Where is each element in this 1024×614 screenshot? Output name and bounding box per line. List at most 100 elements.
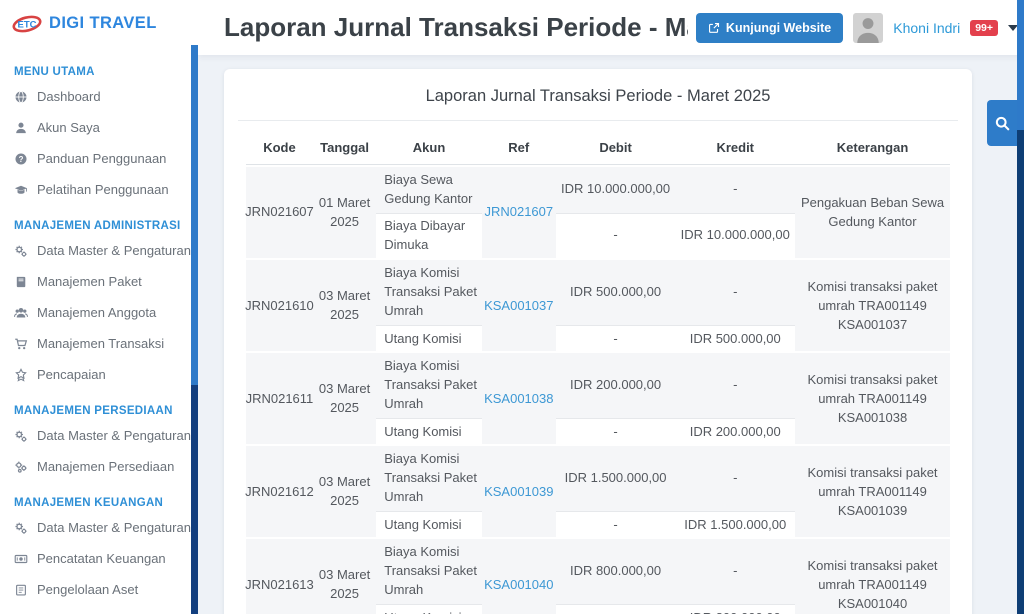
- cell-debit-line1: IDR 500.000,00: [570, 283, 662, 299]
- column-header-debit: Debit: [599, 140, 632, 155]
- sidebar-item-label: Pencapaian: [37, 367, 106, 382]
- cell-kode: JRN021607: [245, 204, 314, 220]
- journal-table-body: JRN021607 01 Maret 2025 Biaya Sewa Gedun…: [245, 167, 950, 614]
- page-scrollbar[interactable]: [1017, 0, 1024, 614]
- sidebar-item-label: Data Master & Pengaturan: [37, 428, 191, 443]
- ref-link[interactable]: KSA001038: [484, 390, 554, 406]
- column-header-keterangan: Keterangan: [836, 140, 909, 155]
- brand-logo[interactable]: ETC DIGI TRAVEL: [0, 0, 198, 47]
- question-circle-icon: ?: [15, 152, 27, 165]
- cell-kredit-line2: IDR 10.000.000,00: [680, 227, 790, 243]
- visit-website-button[interactable]: Kunjungi Website: [695, 12, 844, 43]
- sidebar-item-pengelolaan-aset[interactable]: Pengelolaan Aset: [0, 574, 198, 605]
- cell-tanggal: 03 Maret 2025: [318, 288, 371, 323]
- cell-keterangan: Komisi transaksi paket umrah TRA001149 K…: [807, 372, 938, 425]
- sidebar-item-pencatatan-keuangan[interactable]: Pencatatan Keuangan: [0, 543, 198, 574]
- column-header-kredit: Kredit: [716, 140, 755, 155]
- cell-tanggal: 03 Maret 2025: [318, 567, 371, 602]
- ref-link[interactable]: KSA001037: [484, 297, 554, 313]
- cell-debit-line2: -: [556, 609, 676, 614]
- cell-akun-debit: Biaya Komisi Transaksi Paket Umrah: [384, 544, 477, 597]
- search-icon: [995, 116, 1010, 131]
- cell-line2-box: - IDR 200.000,00: [555, 417, 796, 446]
- user-icon: [16, 122, 26, 133]
- cell-debit-line2: -: [613, 516, 618, 532]
- sidebar-item-akun-saya[interactable]: Akun Saya: [0, 112, 198, 143]
- cell-line2-box: - IDR 10.000.000,00: [555, 212, 796, 258]
- notification-badge[interactable]: 99+: [970, 19, 998, 36]
- sidebar-section-title: MANAJEMEN PERSEDIAAN: [14, 405, 173, 417]
- sidebar-item-data-master-pengaturan[interactable]: Data Master & Pengaturan: [0, 512, 198, 543]
- cell-akun-kredit: Biaya Dibayar Dimuka: [376, 212, 482, 258]
- cell-ref: KSA001037: [482, 260, 556, 353]
- ref-link[interactable]: KSA001039: [484, 483, 554, 499]
- sidebar-section-title: MENU UTAMA: [14, 66, 95, 78]
- cell-kredit-line1: -: [733, 283, 738, 299]
- sidebar-item-dashboard[interactable]: Dashboard: [0, 81, 198, 112]
- sidebar-item-data-master-pengaturan[interactable]: Data Master & Pengaturan: [0, 235, 198, 266]
- sidebar-section: MENU UTAMA Dashboard Akun Saya ? Panduan…: [0, 66, 198, 205]
- cell-keterangan: Pengakuan Beban Sewa Gedung Kantor: [800, 194, 945, 229]
- divider: [238, 120, 958, 121]
- cell-line2-box: - IDR 800.000,00: [555, 603, 796, 614]
- avatar[interactable]: [853, 12, 884, 43]
- cell-ref: KSA001040: [482, 539, 556, 614]
- sidebar-item-pencapaian[interactable]: Pencapaian: [0, 359, 198, 390]
- sidebar-item-pelatihan-penggunaan[interactable]: Pelatihan Penggunaan: [0, 174, 198, 205]
- column-header-tanggal: Tanggal: [320, 140, 369, 155]
- sidebar-item-data-master-pengaturan[interactable]: Data Master & Pengaturan: [0, 420, 198, 451]
- chevron-down-icon[interactable]: [1008, 24, 1018, 31]
- cell-kode: JRN021611: [245, 390, 314, 406]
- graduation-cap-icon: [14, 185, 28, 194]
- award-icon: [15, 367, 27, 382]
- sidebar-section: MANAJEMEN KEUANGAN Data Master & Pengatu…: [0, 497, 198, 605]
- gear-cluster-icon: [15, 461, 27, 473]
- search-button[interactable]: [987, 100, 1017, 146]
- sidebar-item-label: Akun Saya: [37, 120, 100, 135]
- sidebar-scrollbar[interactable]: [191, 45, 198, 614]
- main-content: Laporan Jurnal Transaksi Periode - Maret…: [198, 55, 1024, 614]
- ref-link[interactable]: JRN021607: [484, 204, 554, 220]
- cell-kode: JRN021612: [245, 483, 314, 499]
- svg-text:?: ?: [19, 154, 24, 163]
- cell-kredit-line2: IDR 1.500.000,00: [684, 516, 787, 532]
- sidebar-item-manajemen-paket[interactable]: Manajemen Paket: [0, 266, 198, 297]
- user-name[interactable]: Khoni Indri: [893, 19, 961, 36]
- cell-kredit-line2: IDR 500.000,00: [689, 330, 781, 346]
- cell-ref: JRN021607: [482, 167, 556, 258]
- cell-debit-line1: IDR 1.500.000,00: [564, 469, 667, 485]
- sidebar-section: MANAJEMEN ADMINISTRASI Data Master & Pen…: [0, 220, 198, 390]
- etc-logo-icon: ETC: [12, 15, 42, 32]
- sidebar-item-panduan-penggunaan[interactable]: ? Panduan Penggunaan: [0, 143, 198, 174]
- cell-tanggal: 03 Maret 2025: [318, 381, 371, 416]
- journal-table-header: Kode Tanggal Akun Ref Debit Kredit Keterangan: [246, 131, 950, 165]
- book-icon: [16, 276, 26, 287]
- cell-debit-line1: IDR 800.000,00: [570, 562, 662, 578]
- sidebar-item-label: Data Master & Pengaturan: [37, 520, 191, 535]
- cell-tanggal: 03 Maret 2025: [318, 474, 371, 509]
- cell-kode: JRN021610: [245, 297, 314, 313]
- cell-ref: KSA001038: [482, 353, 556, 446]
- column-header-akun: Akun: [412, 140, 446, 155]
- external-link-icon: [708, 22, 719, 33]
- cell-line2-box: - IDR 1.500.000,00: [555, 510, 796, 539]
- cell-debit-line2: -: [613, 227, 618, 243]
- sidebar-item-manajemen-transaksi[interactable]: Manajemen Transaksi: [0, 328, 198, 359]
- sidebar-item-label: Pelatihan Penggunaan: [37, 182, 169, 197]
- cell-akun-kredit: Utang Komisi: [376, 603, 482, 614]
- sidebar-scrollbar-thumb: [191, 385, 198, 614]
- cell-debit-line1: IDR 10.000.000,00: [561, 181, 671, 197]
- cell-keterangan: Komisi transaksi paket umrah TRA001149 K…: [807, 465, 938, 518]
- visit-website-label: Kunjungi Website: [725, 20, 832, 35]
- cell-debit-line1: IDR 200.000,00: [570, 376, 662, 392]
- cell-kredit-line1: -: [733, 376, 738, 392]
- report-card: Laporan Jurnal Transaksi Periode - Maret…: [224, 69, 972, 614]
- ref-link[interactable]: KSA001040: [484, 576, 554, 592]
- sidebar-item-manajemen-persediaan[interactable]: Manajemen Persediaan: [0, 451, 198, 482]
- table-row: JRN021612 03 Maret 2025 Biaya Komisi Tra…: [245, 446, 950, 539]
- header-actions: Kunjungi Website Khoni Indri 99+: [687, 0, 1018, 55]
- cell-kredit-line2: IDR 200.000,00: [689, 423, 781, 439]
- sidebar-item-manajemen-anggota[interactable]: Manajemen Anggota: [0, 297, 198, 328]
- gears-icon: [15, 430, 27, 442]
- cell-akun-debit: Biaya Komisi Transaksi Paket Umrah: [384, 451, 477, 504]
